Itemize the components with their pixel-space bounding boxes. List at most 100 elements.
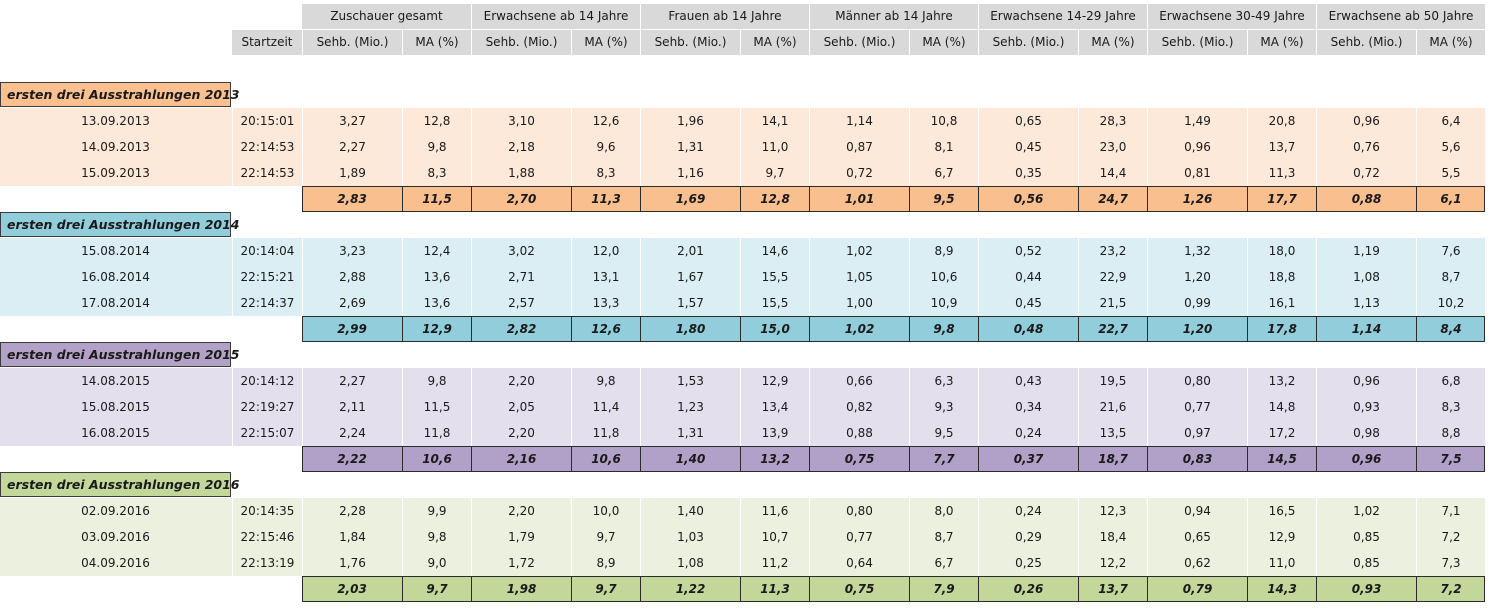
marktanteil-value: 9,8 bbox=[402, 524, 471, 550]
average-marktanteil: 10,6 bbox=[571, 447, 640, 471]
average-marktanteil: 13,2 bbox=[740, 447, 809, 471]
sehbeteiligung-value: 0,77 bbox=[1147, 394, 1247, 420]
marktanteil-value: 11,8 bbox=[402, 420, 471, 446]
marktanteil-value: 28,3 bbox=[1078, 108, 1147, 134]
start-time: 20:14:35 bbox=[232, 498, 302, 524]
sehbeteiligung-value: 0,34 bbox=[978, 394, 1078, 420]
sehbeteiligung-value: 1,14 bbox=[809, 108, 909, 134]
marktanteil-value: 7,1 bbox=[1416, 498, 1485, 524]
marktanteil-value: 9,8 bbox=[402, 134, 471, 160]
sehbeteiligung-value: 1,05 bbox=[809, 264, 909, 290]
marktanteil-value: 9,7 bbox=[740, 160, 809, 186]
marktanteil-value: 9,0 bbox=[402, 550, 471, 576]
sehbeteiligung-value: 0,80 bbox=[809, 498, 909, 524]
marktanteil-value: 8,0 bbox=[909, 498, 978, 524]
sehbeteiligung-value: 1,08 bbox=[1316, 264, 1416, 290]
sehbeteiligung-value: 2,20 bbox=[471, 420, 571, 446]
average-marktanteil: 12,6 bbox=[571, 317, 640, 341]
marktanteil-value: 13,7 bbox=[1247, 134, 1316, 160]
marktanteil-value: 10,9 bbox=[909, 290, 978, 316]
average-marktanteil: 9,8 bbox=[909, 317, 978, 341]
marktanteil-value: 13,6 bbox=[402, 264, 471, 290]
marktanteil-value: 14,6 bbox=[740, 238, 809, 264]
average-sehbeteiligung: 0,75 bbox=[809, 447, 909, 471]
marktanteil-value: 7,6 bbox=[1416, 238, 1485, 264]
average-sehbeteiligung: 2,70 bbox=[471, 187, 571, 211]
marktanteil-value: 18,4 bbox=[1078, 524, 1147, 550]
marktanteil-value: 9,8 bbox=[571, 368, 640, 394]
start-time: 22:14:53 bbox=[232, 134, 302, 160]
sehbeteiligung-value: 0,25 bbox=[978, 550, 1078, 576]
marktanteil-value: 22,9 bbox=[1078, 264, 1147, 290]
sehbeteiligung-value: 0,85 bbox=[1316, 524, 1416, 550]
sehbeteiligung-value: 2,01 bbox=[640, 238, 740, 264]
marktanteil-value: 12,0 bbox=[571, 238, 640, 264]
table-row: 04.09.2016 22:13:19 1,76 9,0 1,72 8,9 1,08 11,2… bbox=[0, 550, 1485, 576]
average-sehbeteiligung: 0,48 bbox=[978, 317, 1078, 341]
sehbeteiligung-value: 2,05 bbox=[471, 394, 571, 420]
marktanteil-value: 11,2 bbox=[740, 550, 809, 576]
average-sehbeteiligung: 0,26 bbox=[978, 577, 1078, 601]
marktanteil-header: MA (%) bbox=[571, 30, 640, 55]
marktanteil-value: 16,5 bbox=[1247, 498, 1316, 524]
column-group-header: Erwachsene 14-29 Jahre bbox=[978, 4, 1147, 29]
sehbeteiligung-value: 0,81 bbox=[1147, 160, 1247, 186]
marktanteil-value: 6,8 bbox=[1416, 368, 1485, 394]
sehbeteiligung-header: Sehb. (Mio.) bbox=[978, 30, 1078, 55]
marktanteil-header: MA (%) bbox=[909, 30, 978, 55]
header-group-row: Zuschauer gesamt Erwachsene ab 14 Jahre Fr… bbox=[0, 4, 1490, 30]
sehbeteiligung-value: 1,89 bbox=[302, 160, 402, 186]
sehbeteiligung-value: 1,67 bbox=[640, 264, 740, 290]
broadcast-date: 15.08.2014 bbox=[81, 244, 150, 258]
average-sehbeteiligung: 2,16 bbox=[471, 447, 571, 471]
table-row: 17.08.2014 22:14:37 2,69 13,6 2,57 13,3 1,57 15… bbox=[0, 290, 1485, 316]
sehbeteiligung-value: 1,31 bbox=[640, 420, 740, 446]
sehbeteiligung-value: 1,08 bbox=[640, 550, 740, 576]
marktanteil-value: 8,1 bbox=[909, 134, 978, 160]
marktanteil-value: 11,3 bbox=[1247, 160, 1316, 186]
sehbeteiligung-value: 0,93 bbox=[1316, 394, 1416, 420]
average-marktanteil: 14,5 bbox=[1247, 447, 1316, 471]
marktanteil-value: 9,6 bbox=[571, 134, 640, 160]
sehbeteiligung-value: 0,43 bbox=[978, 368, 1078, 394]
column-group-header: Männer ab 14 Jahre bbox=[809, 4, 978, 29]
marktanteil-value: 5,5 bbox=[1416, 160, 1485, 186]
average-sehbeteiligung: 1,69 bbox=[640, 187, 740, 211]
marktanteil-value: 7,2 bbox=[1416, 524, 1485, 550]
marktanteil-value: 9,8 bbox=[402, 368, 471, 394]
broadcast-date: 03.09.2016 bbox=[81, 530, 150, 544]
table-row: 15.08.2015 22:19:27 2,11 11,5 2,05 11,4 1,23 13… bbox=[0, 394, 1485, 420]
broadcast-date: 02.09.2016 bbox=[81, 504, 150, 518]
start-time: 22:15:07 bbox=[232, 420, 302, 446]
start-time: 22:13:19 bbox=[232, 550, 302, 576]
sehbeteiligung-value: 1,02 bbox=[1316, 498, 1416, 524]
marktanteil-value: 6,7 bbox=[909, 550, 978, 576]
sehbeteiligung-value: 1,13 bbox=[1316, 290, 1416, 316]
sehbeteiligung-value: 1,40 bbox=[640, 498, 740, 524]
average-sehbeteiligung: 1,20 bbox=[1147, 317, 1247, 341]
section-label: ersten drei Ausstrahlungen 2016 bbox=[0, 472, 240, 497]
marktanteil-value: 15,5 bbox=[740, 264, 809, 290]
sehbeteiligung-header: Sehb. (Mio.) bbox=[640, 30, 740, 55]
marktanteil-value: 12,8 bbox=[402, 108, 471, 134]
marktanteil-value: 8,8 bbox=[1416, 420, 1485, 446]
sehbeteiligung-value: 1,20 bbox=[1147, 264, 1247, 290]
sehbeteiligung-value: 0,99 bbox=[1147, 290, 1247, 316]
sehbeteiligung-value: 0,80 bbox=[1147, 368, 1247, 394]
table-row: 15.09.2013 22:14:53 1,89 8,3 1,88 8,3 1,16 9,7 0… bbox=[0, 160, 1485, 186]
sehbeteiligung-value: 1,84 bbox=[302, 524, 402, 550]
table-row: 13.09.2013 20:15:01 3,27 12,8 3,10 12,6 1,96 14… bbox=[0, 108, 1485, 134]
sehbeteiligung-value: 3,10 bbox=[471, 108, 571, 134]
average-marktanteil: 11,3 bbox=[740, 577, 809, 601]
marktanteil-value: 14,8 bbox=[1247, 394, 1316, 420]
marktanteil-value: 13,2 bbox=[1247, 368, 1316, 394]
section-label: ersten drei Ausstrahlungen 2015 bbox=[0, 342, 240, 367]
average-marktanteil: 12,9 bbox=[402, 317, 471, 341]
sehbeteiligung-value: 1,72 bbox=[471, 550, 571, 576]
startzeit-header: Startzeit bbox=[232, 30, 302, 55]
average-marktanteil: 9,7 bbox=[571, 577, 640, 601]
average-marktanteil: 14,3 bbox=[1247, 577, 1316, 601]
sehbeteiligung-value: 0,44 bbox=[978, 264, 1078, 290]
broadcast-date: 13.09.2013 bbox=[81, 114, 150, 128]
marktanteil-value: 19,5 bbox=[1078, 368, 1147, 394]
